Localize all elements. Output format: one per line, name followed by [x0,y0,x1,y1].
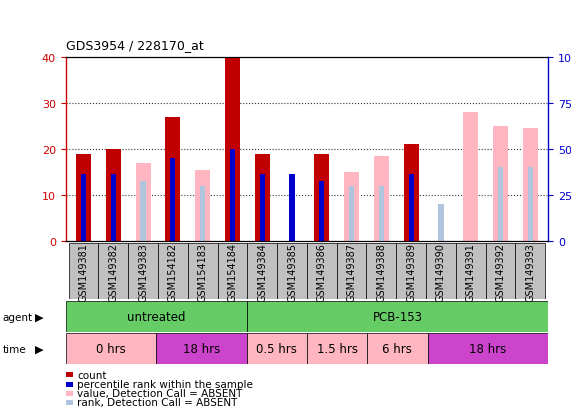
Bar [158,244,188,299]
Text: agent: agent [3,312,33,322]
Bar [374,157,389,242]
Bar [528,168,533,242]
Bar [396,244,426,299]
Text: ▶: ▶ [35,312,44,322]
Bar [315,154,329,242]
Bar [98,244,128,299]
Text: GSM149385: GSM149385 [287,242,297,301]
Bar [289,175,295,242]
Bar [200,187,206,242]
Bar [255,154,270,242]
Bar [408,175,414,242]
Text: 18 hrs: 18 hrs [469,342,506,355]
Bar [166,118,180,242]
Bar [456,244,485,299]
Text: GSM149384: GSM149384 [258,242,267,301]
Bar [349,187,354,242]
Bar [379,187,384,242]
Bar [344,173,359,242]
Bar [439,205,444,242]
Text: GSM149383: GSM149383 [138,242,148,301]
Bar [188,244,218,299]
Text: GSM149388: GSM149388 [376,242,387,301]
Bar [319,182,324,242]
Text: 0.5 hrs: 0.5 hrs [256,342,297,355]
Text: percentile rank within the sample: percentile rank within the sample [77,379,253,389]
Text: GSM149392: GSM149392 [496,242,505,301]
Bar [337,244,367,299]
Bar [426,244,456,299]
Bar [404,145,419,242]
Text: GDS3954 / 228170_at: GDS3954 / 228170_at [66,39,203,52]
Bar [367,244,396,299]
Bar [136,164,151,242]
Text: 0 hrs: 0 hrs [96,342,126,355]
Text: GSM149382: GSM149382 [108,242,118,301]
Bar [247,301,548,332]
Bar [156,333,247,364]
Bar [523,129,538,242]
Bar [493,127,508,242]
Text: GSM154184: GSM154184 [227,242,238,301]
Bar [69,244,98,299]
Bar [128,244,158,299]
Text: 6 hrs: 6 hrs [383,342,412,355]
Text: count: count [77,370,107,380]
Bar [463,113,478,242]
Text: 1.5 hrs: 1.5 hrs [316,342,357,355]
Bar [218,244,247,299]
Bar [247,333,307,364]
Bar [260,175,265,242]
Bar [277,244,307,299]
Bar [76,154,91,242]
Bar [195,171,210,242]
Bar [170,159,175,242]
Text: PCB-153: PCB-153 [372,311,423,323]
Text: ▶: ▶ [35,344,44,354]
Bar [307,244,337,299]
Text: time: time [3,344,26,354]
Text: GSM154183: GSM154183 [198,242,208,301]
Bar [247,244,277,299]
Text: untreated: untreated [127,311,186,323]
Bar [230,150,235,242]
Text: GSM149387: GSM149387 [347,242,356,301]
Bar [498,168,503,242]
Bar [428,333,548,364]
Text: GSM149390: GSM149390 [436,242,446,301]
Text: GSM154182: GSM154182 [168,242,178,301]
Bar [367,333,428,364]
Bar [106,150,120,242]
Text: 18 hrs: 18 hrs [183,342,220,355]
Text: GSM149381: GSM149381 [79,242,89,301]
Text: GSM149391: GSM149391 [466,242,476,301]
Bar [485,244,516,299]
Bar [140,182,146,242]
Text: value, Detection Call = ABSENT: value, Detection Call = ABSENT [77,388,243,398]
Text: GSM149393: GSM149393 [525,242,535,301]
Text: rank, Detection Call = ABSENT: rank, Detection Call = ABSENT [77,397,238,407]
Text: GSM149389: GSM149389 [406,242,416,301]
Bar [307,333,367,364]
Bar [516,244,545,299]
Text: GSM149386: GSM149386 [317,242,327,301]
Bar [66,333,156,364]
Bar [111,175,116,242]
Bar [225,58,240,242]
Bar [66,301,247,332]
Bar [81,175,86,242]
